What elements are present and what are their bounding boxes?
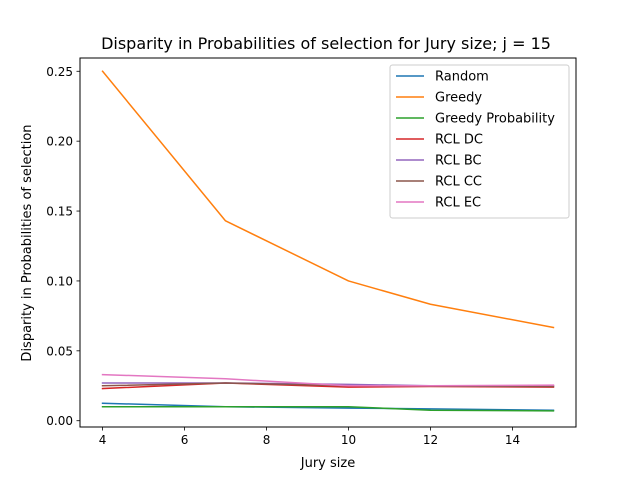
plot-frame <box>79 57 577 428</box>
legend-label-3: RCL DC <box>435 133 483 148</box>
series-line-2 <box>101 405 555 412</box>
y-tick-label-0: 0.00 <box>46 414 73 428</box>
y-tick-label-1: 0.05 <box>46 344 73 358</box>
legend-frame <box>389 64 570 219</box>
series-line-1 <box>101 70 555 329</box>
series-line-0 <box>101 402 555 411</box>
x-tick-label-3: 10 <box>341 433 356 447</box>
x-tick-label-5: 14 <box>505 433 520 447</box>
x-tick-label-0: 4 <box>99 433 107 447</box>
y-tick-label-5: 0.25 <box>46 65 73 79</box>
legend-label-5: RCL CC <box>435 175 482 190</box>
x-tick-label-4: 12 <box>423 433 438 447</box>
series-line-6 <box>101 373 555 387</box>
x-tick-label-1: 6 <box>181 433 189 447</box>
legend-label-0: Random <box>435 70 489 85</box>
legend-label-2: Greedy Probability <box>435 112 555 127</box>
legend-label-6: RCL EC <box>435 196 481 211</box>
y-tick-label-2: 0.10 <box>46 274 73 288</box>
y-axis: 0.00 0.05 0.10 0.15 0.20 0.25 <box>46 65 80 428</box>
x-axis-label: Jury size <box>300 456 355 471</box>
legend-label-1: Greedy <box>435 91 482 106</box>
legend-label-4: RCL BC <box>435 154 482 169</box>
y-axis-label: Disparity in Probabilities of selection <box>20 124 35 361</box>
x-tick-label-2: 8 <box>263 433 271 447</box>
series-layer <box>101 70 555 412</box>
x-axis: 4 6 8 10 12 14 <box>99 427 520 447</box>
legend: Random Greedy Greedy Probability RCL DC RCL … <box>389 64 570 219</box>
y-tick-label-4: 0.20 <box>46 135 73 149</box>
chart-title: Disparity in Probabilities of selection … <box>101 34 551 53</box>
y-tick-label-3: 0.15 <box>46 205 73 219</box>
